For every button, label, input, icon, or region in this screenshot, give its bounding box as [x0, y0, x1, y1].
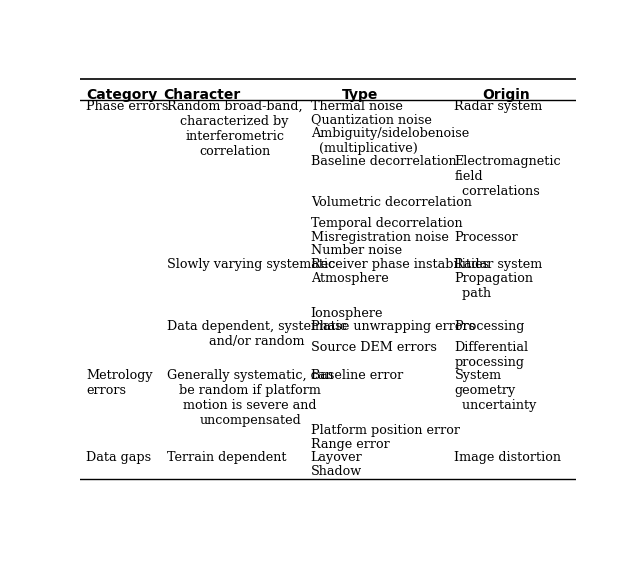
- Text: Phase unwrapping errors: Phase unwrapping errors: [310, 320, 475, 334]
- Text: Shadow: Shadow: [310, 465, 362, 478]
- Text: Ionosphere: Ionosphere: [310, 306, 383, 320]
- Text: Receiver phase instabilities: Receiver phase instabilities: [310, 258, 489, 271]
- Text: Random broad-band,
characterized by
interferometric
correlation: Random broad-band, characterized by inte…: [167, 99, 303, 158]
- Text: Layover: Layover: [310, 451, 362, 465]
- Text: Data dependent, systematic
and/or random: Data dependent, systematic and/or random: [167, 320, 347, 349]
- Text: Processing: Processing: [454, 320, 525, 334]
- Text: Volumetric decorrelation: Volumetric decorrelation: [310, 196, 472, 209]
- Text: Image distortion: Image distortion: [454, 451, 561, 465]
- Text: Number noise: Number noise: [310, 244, 402, 257]
- Text: Processor: Processor: [454, 231, 518, 244]
- Text: System
geometry
  uncertainty: System geometry uncertainty: [454, 369, 537, 412]
- Text: Slowly varying systematic: Slowly varying systematic: [167, 258, 335, 271]
- Text: Metrology
errors: Metrology errors: [86, 369, 152, 397]
- Text: Range error: Range error: [310, 438, 389, 451]
- Text: Ambiguity/sidelobenoise
  (multiplicative): Ambiguity/sidelobenoise (multiplicative): [310, 127, 469, 155]
- Text: Platform position error: Platform position error: [310, 424, 460, 437]
- Text: Source DEM errors: Source DEM errors: [310, 341, 436, 354]
- Text: Character: Character: [163, 88, 240, 102]
- Text: Thermal noise: Thermal noise: [310, 99, 403, 113]
- Text: Quantization noise: Quantization noise: [310, 113, 431, 127]
- Text: Origin: Origin: [483, 88, 531, 102]
- Text: Category: Category: [86, 88, 157, 102]
- Text: Baseline decorrelation: Baseline decorrelation: [310, 155, 456, 168]
- Text: Generally systematic, can
be random if platform
motion is severe and
uncompensat: Generally systematic, can be random if p…: [167, 369, 333, 427]
- Text: Misregistration noise: Misregistration noise: [310, 231, 449, 244]
- Text: Electromagnetic
field
  correlations: Electromagnetic field correlations: [454, 155, 561, 198]
- Text: Terrain dependent: Terrain dependent: [167, 451, 286, 465]
- Text: Temporal decorrelation: Temporal decorrelation: [310, 217, 462, 230]
- Text: Differential
processing: Differential processing: [454, 341, 529, 369]
- Text: Phase errors: Phase errors: [86, 99, 168, 113]
- Text: Type: Type: [342, 88, 378, 102]
- Text: Data gaps: Data gaps: [86, 451, 151, 465]
- Text: Radar system: Radar system: [454, 99, 543, 113]
- Text: Radar system: Radar system: [454, 258, 543, 271]
- Text: Atmosphere: Atmosphere: [310, 272, 388, 285]
- Text: Baseline error: Baseline error: [310, 369, 403, 381]
- Text: Propagation
  path: Propagation path: [454, 272, 534, 300]
